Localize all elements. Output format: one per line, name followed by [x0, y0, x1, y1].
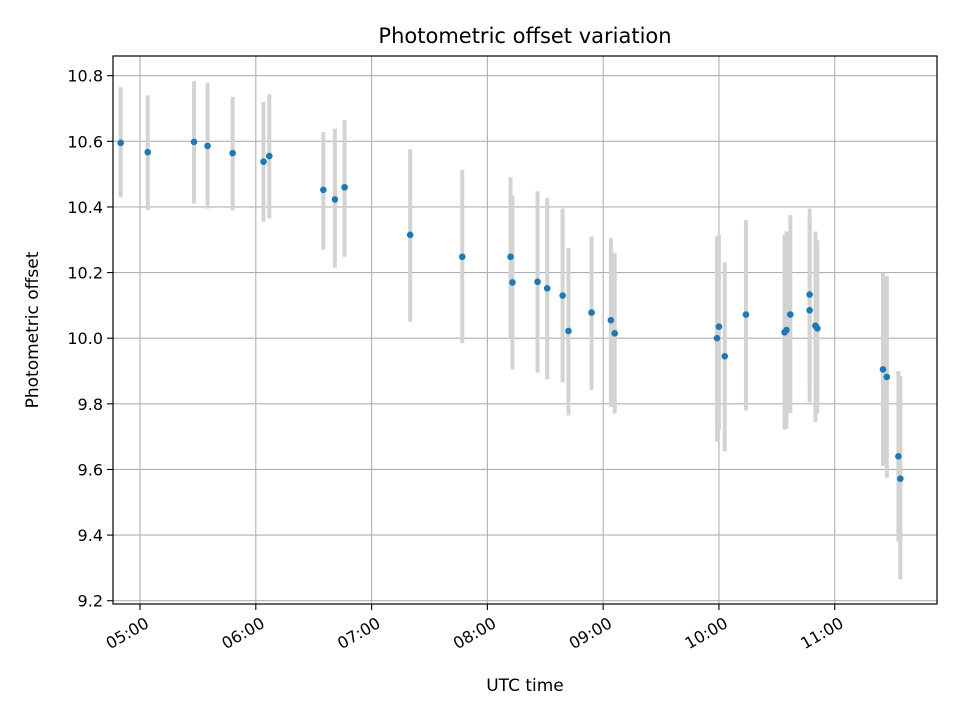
data-point: [742, 311, 750, 318]
y-tick-label: 10.8: [67, 67, 103, 86]
y-tick-label: 10.6: [67, 132, 103, 151]
y-tick-label: 9.6: [78, 460, 103, 479]
data-point: [721, 352, 729, 360]
plot-frame: [112, 55, 938, 605]
data-point: [229, 149, 236, 157]
data-points: [117, 138, 904, 482]
data-point: [588, 309, 595, 316]
data-point: [559, 292, 566, 299]
data-point: [534, 278, 541, 286]
y-tick-label: 9.8: [78, 395, 103, 414]
plot-area: [113, 56, 937, 604]
data-point: [117, 139, 125, 147]
data-point: [331, 196, 339, 203]
data-point: [266, 152, 273, 160]
data-point: [787, 311, 794, 318]
chart-title: Photometric offset variation: [378, 24, 671, 48]
data-point: [190, 138, 198, 146]
data-point: [458, 253, 466, 261]
data-point: [607, 316, 615, 324]
data-point: [715, 323, 723, 331]
data-point: [320, 186, 327, 194]
y-tick-label: 10.4: [67, 198, 103, 217]
data-point: [895, 453, 902, 460]
y-axis-ticks: 9.2 9.4 9.6 9.8 10.0 10.2 10.4 10.6 10.8: [67, 67, 113, 611]
data-point: [814, 325, 821, 332]
x-axis-label: UTC time: [486, 676, 564, 696]
data-point: [144, 148, 152, 156]
data-point: [783, 326, 790, 334]
y-tick-label: 10.2: [67, 264, 103, 283]
data-point: [883, 373, 891, 381]
data-point: [879, 366, 887, 373]
data-point: [543, 285, 551, 292]
data-point: [806, 307, 813, 314]
y-tick-label: 9.4: [78, 526, 103, 545]
data-point: [507, 253, 514, 261]
data-point: [509, 279, 516, 286]
data-point: [713, 334, 721, 342]
data-point: [260, 158, 267, 165]
grid: [113, 56, 937, 604]
data-point: [611, 329, 619, 337]
y-tick-label: 9.2: [78, 592, 103, 611]
data-point: [204, 142, 211, 150]
data-point: [341, 183, 348, 191]
y-axis-label: Photometric offset: [23, 251, 43, 408]
data-point: [406, 231, 414, 239]
data-point: [565, 327, 572, 335]
data-point: [897, 475, 904, 482]
data-point: [806, 291, 813, 298]
y-tick-label: 10.0: [67, 329, 103, 348]
